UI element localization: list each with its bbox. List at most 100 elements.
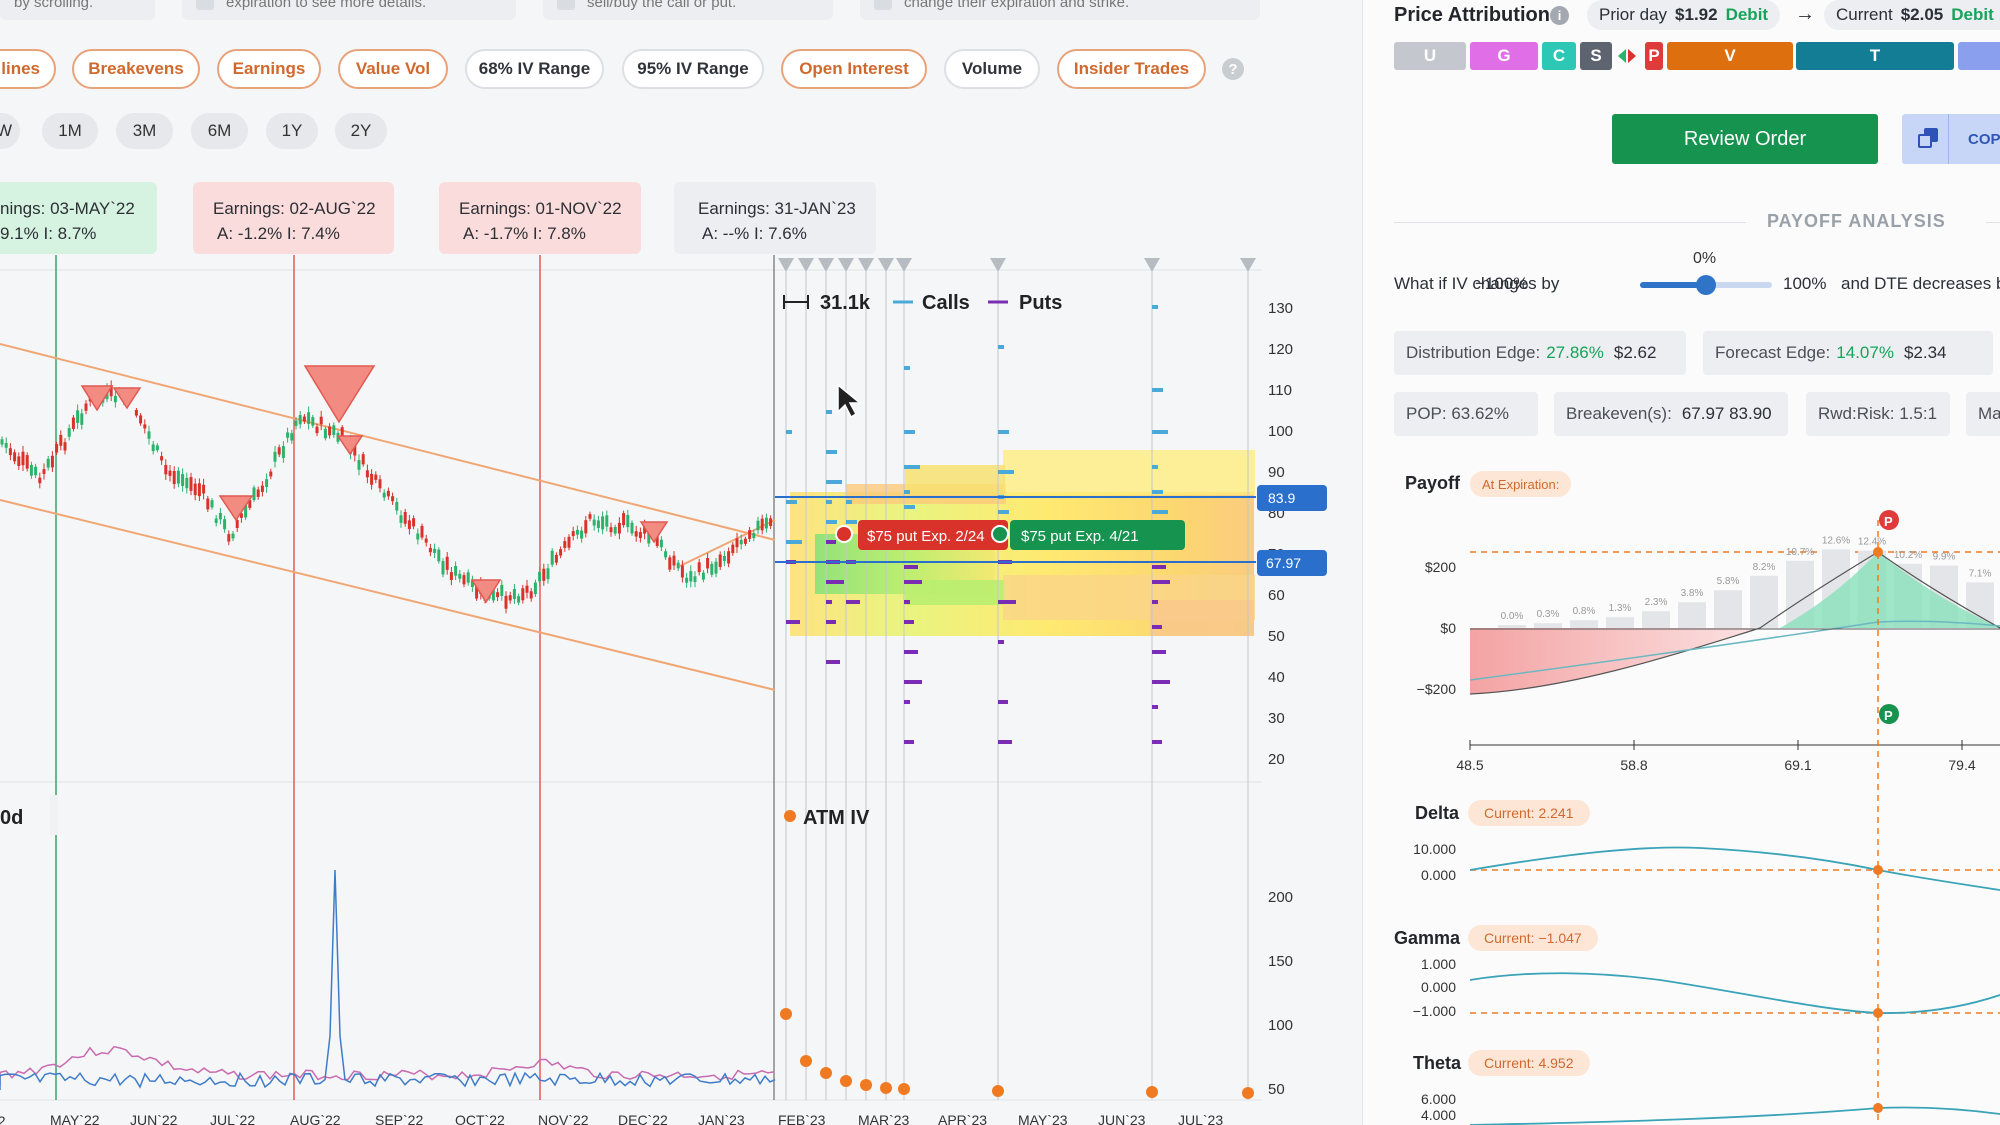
- expiration-marker[interactable]: [1240, 258, 1256, 272]
- candle-body: [546, 568, 550, 580]
- candle-body: [416, 533, 420, 540]
- filter-68-iv-range[interactable]: 68% IV Range: [465, 49, 604, 89]
- expiration-marker[interactable]: [838, 258, 854, 272]
- candle-body: [634, 531, 638, 537]
- atm-iv-point[interactable]: [880, 1082, 892, 1094]
- option-leg-dot[interactable]: [835, 525, 853, 543]
- filter-earnings[interactable]: Earnings: [217, 49, 321, 89]
- expiration-marker[interactable]: [778, 258, 794, 272]
- range-1w-button[interactable]: W: [0, 113, 20, 149]
- candle-body: [752, 533, 756, 539]
- option-leg-dot[interactable]: [991, 525, 1009, 543]
- attribution-segment-s[interactable]: S: [1580, 42, 1612, 70]
- probability-bar[interactable]: [1750, 575, 1778, 628]
- insider-trade-marker[interactable]: [218, 495, 254, 522]
- insider-trade-marker[interactable]: [80, 385, 114, 412]
- atm-iv-point[interactable]: [1242, 1087, 1254, 1099]
- iv-slider-handle[interactable]: [1696, 275, 1716, 295]
- oi-call-bar: [904, 490, 910, 494]
- atm-iv-point[interactable]: [992, 1085, 1004, 1097]
- payoff-greeks-charts[interactable]: $200 $0 −$200 0.0% 0.3% 0.8% 1.3% 2.3% 3.8% 5.8%…: [1360, 0, 2000, 1125]
- gamma-y-axis: 1.000 0.000 −1.000: [1413, 956, 1456, 1019]
- attribution-segment-g[interactable]: G: [1470, 42, 1538, 70]
- atm-iv-point[interactable]: [1146, 1086, 1158, 1098]
- insider-trade-marker[interactable]: [112, 387, 142, 410]
- legend-puts[interactable]: Puts: [1019, 292, 1062, 314]
- price-axis: 1301201101009080706050403020: [1268, 300, 1293, 768]
- probability-bar[interactable]: [1570, 620, 1598, 628]
- insider-trade-marker[interactable]: [639, 521, 669, 544]
- probability-label: 8.2%: [1753, 562, 1776, 573]
- insider-trade-marker[interactable]: [336, 435, 364, 456]
- attribution-segment-extra[interactable]: [1958, 42, 2000, 70]
- at-expiration-badge[interactable]: At Expiration:: [1470, 471, 1572, 497]
- expiration-marker[interactable]: [798, 258, 814, 272]
- probability-bar[interactable]: [1534, 623, 1562, 628]
- attribution-segment-v[interactable]: V: [1667, 42, 1793, 70]
- candle-body: [151, 444, 155, 452]
- candle-body: [223, 519, 227, 530]
- atm-iv-point[interactable]: [800, 1055, 812, 1067]
- expiration-marker[interactable]: [990, 258, 1006, 272]
- range-1m-button[interactable]: 1M: [42, 113, 98, 149]
- filter-95-iv-range[interactable]: 95% IV Range: [622, 49, 764, 89]
- filter-open-interest[interactable]: Open Interest: [781, 49, 927, 89]
- option-leg-1[interactable]: $75 put Exp. 2/24: [835, 520, 1008, 550]
- filter-breakevens[interactable]: Breakevens: [72, 49, 200, 89]
- attribution-segment-c[interactable]: C: [1542, 42, 1576, 70]
- copy-button[interactable]: COPY: [1902, 114, 2000, 164]
- probability-bar[interactable]: [1606, 617, 1634, 628]
- price-chart[interactable]: 31.1k Calls Puts 13012011010090807060504…: [0, 0, 1362, 1125]
- expiration-marker[interactable]: [1144, 258, 1160, 272]
- expiration-marker[interactable]: [878, 258, 894, 272]
- insider-trade-markers[interactable]: [80, 365, 669, 604]
- profit-marker-bottom[interactable]: P: [1879, 704, 1899, 724]
- filter-volume[interactable]: Volume: [944, 49, 1040, 89]
- range-2y-button[interactable]: 2Y: [335, 113, 387, 149]
- earnings-card[interactable]: nings: 03-MAY`22 9.1% I: 8.7%: [0, 182, 157, 254]
- option-leg-2[interactable]: $75 put Exp. 4/21: [991, 520, 1185, 550]
- copy-icon[interactable]: [1918, 128, 1940, 150]
- insider-trade-marker[interactable]: [303, 365, 376, 424]
- help-icon[interactable]: ?: [1222, 58, 1244, 80]
- legend-calls[interactable]: Calls: [922, 292, 970, 314]
- atm-iv-point[interactable]: [840, 1075, 852, 1087]
- range-6m-button[interactable]: 6M: [191, 113, 248, 149]
- review-order-button[interactable]: Review Order: [1612, 114, 1878, 164]
- atm-iv-point[interactable]: [860, 1079, 872, 1091]
- attribution-segment-u[interactable]: U: [1394, 42, 1466, 70]
- candle-body: [399, 515, 403, 523]
- earnings-card[interactable]: Earnings: 02-AUG`22 A: -1.2% I: 7.4%: [193, 182, 394, 254]
- probability-bar[interactable]: [1498, 625, 1526, 628]
- attribution-segment-t[interactable]: T: [1796, 42, 1954, 70]
- candle-body: [231, 533, 235, 539]
- expiration-marker[interactable]: [858, 258, 874, 272]
- attribution-segment-p[interactable]: P: [1645, 42, 1663, 70]
- oi-put-bar: [998, 640, 1004, 644]
- info-icon[interactable]: i: [1550, 6, 1569, 25]
- expiration-marker[interactable]: [818, 258, 834, 272]
- expiration-marker[interactable]: [896, 258, 912, 272]
- probability-bar[interactable]: [1678, 602, 1706, 628]
- candle-body: [361, 454, 365, 465]
- range-3m-button[interactable]: 3M: [116, 113, 173, 149]
- atm-iv-point[interactable]: [820, 1067, 832, 1079]
- insider-trade-marker[interactable]: [470, 579, 502, 604]
- expiration-markers[interactable]: [778, 258, 1256, 272]
- range-1y-button[interactable]: 1Y: [266, 113, 318, 149]
- profit-marker-top[interactable]: P: [1879, 510, 1899, 530]
- probability-label: 10.7%: [1786, 547, 1814, 558]
- candle-body: [718, 554, 722, 567]
- attribution-toggle-icon[interactable]: [1616, 48, 1638, 64]
- earnings-card[interactable]: Earnings: 01-NOV`22 A: -1.7% I: 7.8%: [439, 182, 641, 254]
- oi-put-bar: [998, 740, 1012, 744]
- oi-put-bar: [1152, 600, 1158, 604]
- atm-iv-point[interactable]: [780, 1008, 792, 1020]
- probability-bar[interactable]: [1642, 611, 1670, 628]
- filter-trendlines[interactable]: lines: [0, 49, 56, 89]
- probability-bar[interactable]: [1714, 590, 1742, 628]
- atm-iv-point[interactable]: [898, 1083, 910, 1095]
- earnings-card[interactable]: Earnings: 31-JAN`23 A: --% I: 7.6%: [674, 182, 876, 254]
- filter-value-vol[interactable]: Value Vol: [338, 49, 448, 89]
- filter-insider-trades[interactable]: Insider Trades: [1057, 49, 1206, 89]
